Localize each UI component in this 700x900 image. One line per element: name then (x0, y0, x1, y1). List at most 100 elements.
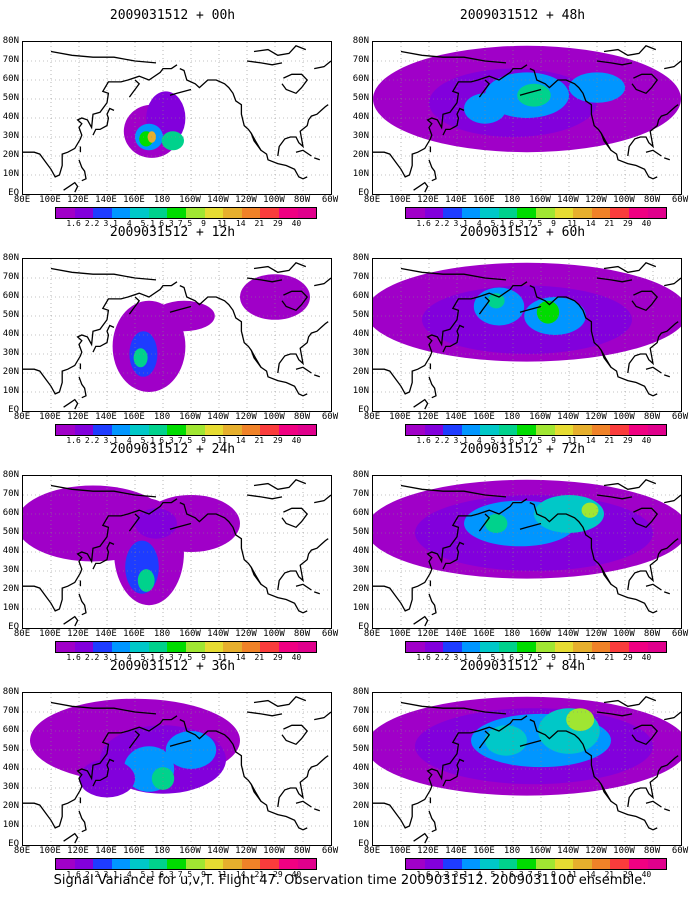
longitude-tick-label: 60W (321, 846, 339, 856)
map-canvas (23, 693, 331, 845)
colorbar-segment (610, 642, 629, 652)
coastline (529, 719, 658, 831)
colorbar-label: 21 (254, 219, 265, 228)
latitude-tick-label: 50N (352, 527, 369, 537)
colorbar-label: 4 (126, 436, 132, 445)
latitude-tick-label: 50N (2, 527, 19, 537)
colorbar-label: 2.2 (84, 436, 100, 445)
coastline (400, 701, 507, 715)
longitude-tick-label: 180 (153, 629, 171, 639)
colorbar-segment (517, 425, 537, 435)
longitude-tick-label: 80W (643, 846, 661, 856)
coastline (596, 277, 633, 283)
map-panel: 2009031512 + 60h 80N 70N 60N 50N 40N 30N 20N 10N… (350, 225, 695, 447)
colorbar-label: 2.2 (434, 436, 450, 445)
map-panel: 2009031512 + 48h 80N 70N 60N 50N 40N 30N 20N 10N… (350, 8, 695, 230)
latitude-tick-label: 10N (2, 169, 19, 179)
coastline (631, 507, 659, 529)
colorbar-label: 5.1 (490, 219, 506, 228)
colorbar-segment (204, 642, 224, 652)
colorbar-segment (647, 425, 667, 435)
colorbar-segment (573, 642, 592, 652)
coastline (295, 149, 312, 157)
coastline (246, 277, 283, 283)
longitude-tick-label: 60W (671, 846, 689, 856)
latitude-tick-label: 50N (352, 744, 369, 754)
colorbar-label: 5.1 (140, 436, 156, 445)
coastline (519, 88, 542, 96)
colorbar-label: 29 (273, 219, 283, 228)
colorbar-label: 7.5 (527, 219, 543, 228)
longitude-tick-label: 140W (557, 629, 579, 639)
map-canvas (373, 42, 681, 194)
colorbar-segment (148, 208, 168, 218)
coastline (442, 107, 465, 136)
colorbar-label: 40 (641, 436, 652, 445)
colorbar-segment (610, 859, 629, 869)
coastline (169, 739, 192, 747)
coastline (313, 808, 321, 812)
map-panel: 2009031512 + 24h 80N 70N 60N 50N 40N 30N 20N 10N… (0, 442, 345, 664)
coastline (373, 498, 528, 612)
latitude-tick-label: 50N (2, 310, 19, 320)
coastline (295, 583, 312, 591)
coastline (246, 60, 283, 66)
longitude-tick-label: 100W (613, 195, 635, 205)
longitude-tick-label: 80W (293, 195, 311, 205)
longitude-tick-label: 100W (613, 412, 635, 422)
colorbar-segment (424, 425, 444, 435)
longitude-tick-label: 160W (179, 412, 201, 422)
coastline (78, 593, 87, 616)
colorbar-segment (186, 859, 205, 869)
coastline (664, 711, 681, 721)
colorbar-segment (297, 425, 317, 435)
coastline (253, 479, 307, 490)
coastline (277, 104, 329, 157)
coastline (596, 494, 633, 500)
colorbar-label: 21 (254, 653, 265, 662)
colorbar-label: 9 (551, 219, 556, 228)
coastline (478, 296, 491, 315)
colorbar-segment (554, 208, 574, 218)
colorbar-label: 6.3 (159, 870, 174, 879)
coastline (663, 374, 671, 378)
latitude-tick-label: 10N (352, 386, 369, 396)
colorbar-label: 7.5 (527, 436, 543, 445)
longitude-tick-label: 80W (643, 629, 661, 639)
coastline (400, 267, 507, 281)
colorbar-label: 14 (235, 870, 246, 879)
longitude-tick-label: 180 (153, 846, 171, 856)
colorbar-segment (56, 859, 75, 869)
colorbar-segment (498, 425, 518, 435)
colorbar-label: 14 (585, 436, 596, 445)
coastline (442, 324, 465, 353)
longitude-tick-label: 140W (207, 195, 229, 205)
coastline (63, 615, 79, 627)
colorbar-segment (130, 859, 149, 869)
colorbar-segment (56, 425, 75, 435)
coastline (400, 50, 507, 64)
colorbar-label: 11 (567, 436, 577, 445)
colorbar-segment (424, 642, 444, 652)
colorbar-segment (554, 425, 574, 435)
coastline (295, 366, 312, 374)
colorbar-label: 21 (604, 653, 615, 662)
colorbar-segment (297, 859, 317, 869)
latitude-tick-label: EQ (8, 839, 19, 849)
colorbar-segment (186, 208, 205, 218)
colorbar-label: 7.5 (527, 653, 543, 662)
coastline (373, 715, 528, 829)
colorbar-segment (167, 859, 187, 869)
longitude-tick-label: 160E (123, 195, 145, 205)
variance-contour (566, 708, 595, 731)
longitude-tick-label: 160W (529, 846, 551, 856)
colorbar-segment (591, 208, 611, 218)
coastline (428, 593, 437, 616)
colorbar-segment (517, 208, 537, 218)
colorbar-segment (498, 859, 518, 869)
longitude-tick-label: 100E (39, 195, 61, 205)
latitude-tick-label: EQ (358, 839, 369, 849)
colorbar-label: 6.3 (509, 870, 524, 879)
colorbar-segment (406, 859, 425, 869)
variance-contour (161, 131, 184, 151)
